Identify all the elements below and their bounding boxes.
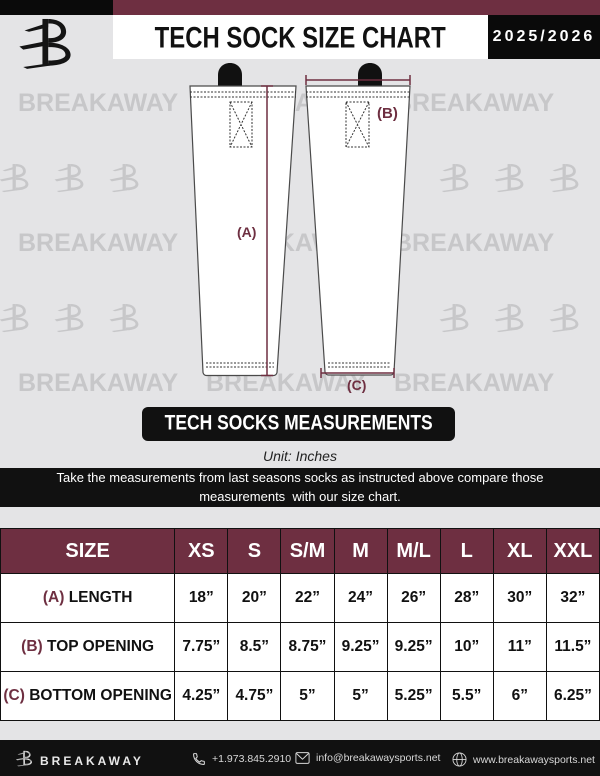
svg-text:(C): (C)	[347, 377, 366, 393]
svg-text:(B): (B)	[377, 105, 398, 122]
svg-text:(A): (A)	[237, 224, 256, 240]
